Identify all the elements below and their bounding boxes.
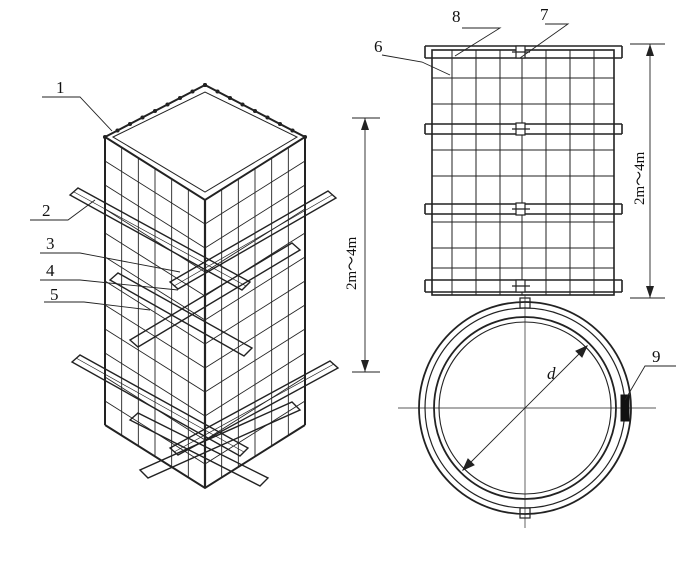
column-clamp-base xyxy=(128,401,302,487)
square-height-dimension: 2m～4m xyxy=(344,117,380,373)
bolt-hole xyxy=(190,89,195,94)
callout-3: 3 xyxy=(46,234,55,253)
bolt-hole xyxy=(177,95,183,101)
square-column-formwork xyxy=(68,82,340,490)
bolt-hole xyxy=(252,108,258,114)
round-column-plan xyxy=(398,295,656,528)
bolt-hole xyxy=(215,89,220,94)
bolt-hole xyxy=(227,95,233,101)
callout-9: 9 xyxy=(652,347,661,366)
callout-leaders-right xyxy=(381,23,570,76)
panel-rib-horizontal xyxy=(204,256,306,321)
panel-rib-horizontal xyxy=(104,352,206,417)
panel-rib-horizontal xyxy=(104,160,206,225)
callout-leaders-left xyxy=(30,96,181,311)
column-clamp-mid xyxy=(108,242,302,357)
bolt-hole xyxy=(240,102,245,107)
panel-rib-horizontal xyxy=(204,352,306,417)
square-height-label: 2m～4m xyxy=(344,236,360,290)
bolt-hole xyxy=(102,134,108,140)
panel-rib-horizontal xyxy=(104,184,206,249)
panel-rib-horizontal xyxy=(204,208,306,273)
bolt-hole xyxy=(202,82,208,88)
bolt-hole xyxy=(302,134,308,140)
round-column-elevation xyxy=(424,45,623,296)
callout-8: 8 xyxy=(452,7,461,26)
panel-rib-horizontal xyxy=(104,208,206,273)
bolt-hole xyxy=(265,115,270,120)
callout-7: 7 xyxy=(540,5,549,24)
bolt-hole xyxy=(277,121,283,127)
panel-rib-horizontal xyxy=(204,160,306,225)
callout-2: 2 xyxy=(42,201,51,220)
ring-joint xyxy=(620,394,630,422)
bolt-hole xyxy=(115,128,120,133)
panel-rib-horizontal xyxy=(204,280,306,345)
panel-rib-horizontal xyxy=(104,280,206,345)
bolt-hole xyxy=(127,121,133,127)
panel-rib-horizontal xyxy=(104,232,206,297)
bolt-hole xyxy=(165,102,170,107)
panel-rib-horizontal xyxy=(204,328,306,393)
callout-leader-9 xyxy=(624,365,676,401)
panel-rib-horizontal xyxy=(204,304,306,369)
panel-rib-horizontal xyxy=(204,376,306,441)
callout-5: 5 xyxy=(50,285,59,304)
bolt-hole xyxy=(140,115,145,120)
column-clamp-upper xyxy=(68,187,338,291)
panel-rib-horizontal xyxy=(204,400,306,465)
round-height-dimension: 2m～4m xyxy=(630,43,665,299)
bolt-hole xyxy=(152,108,158,114)
panel-rib-horizontal xyxy=(204,184,306,249)
callout-1: 1 xyxy=(56,78,65,97)
bolt-hole xyxy=(290,128,295,133)
panel-rib-horizontal xyxy=(104,256,206,321)
round-height-label: 2m～4m xyxy=(632,151,648,205)
diameter-label: d xyxy=(547,364,556,383)
callout-4: 4 xyxy=(46,261,55,280)
panel-rib-horizontal xyxy=(104,328,206,393)
callout-6: 6 xyxy=(374,37,383,56)
